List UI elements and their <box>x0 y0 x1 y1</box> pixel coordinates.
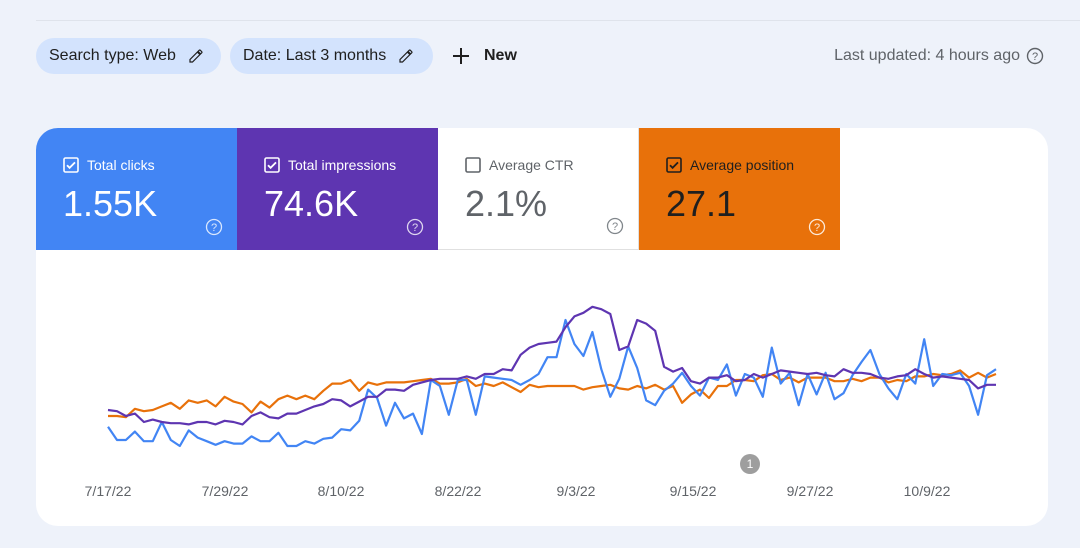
svg-text:?: ? <box>814 222 820 234</box>
x-axis-labels: 7/17/22 7/29/22 8/10/22 8/22/22 9/3/22 9/15/2… <box>36 483 1048 503</box>
metric-value: 74.6K <box>264 183 359 224</box>
last-updated-text: Last updated: 4 hours ago <box>834 47 1020 64</box>
svg-text:?: ? <box>412 222 418 234</box>
new-filter-label: New <box>484 47 517 64</box>
date-range-filter-chip[interactable]: Date: Last 3 months <box>230 38 433 74</box>
pencil-icon <box>399 49 413 63</box>
metric-total-clicks[interactable]: Total clicks 1.55K ? <box>36 128 237 250</box>
metric-label: Total clicks <box>87 157 155 173</box>
x-tick-label: 7/17/22 <box>84 483 132 499</box>
performance-chart <box>36 250 1048 526</box>
metric-value: 27.1 <box>666 183 737 224</box>
checkbox-checked-icon[interactable] <box>264 157 280 173</box>
search-type-filter-chip[interactable]: Search type: Web <box>36 38 221 74</box>
line-chart <box>107 305 997 448</box>
series-line-average-position <box>108 369 997 419</box>
help-icon[interactable]: ? <box>808 218 826 236</box>
checkbox-unchecked-icon[interactable] <box>465 157 481 173</box>
checkbox-checked-icon[interactable] <box>63 157 79 173</box>
x-tick-label: 7/29/22 <box>201 483 249 499</box>
metric-label: Average position <box>690 157 795 173</box>
metric-value: 1.55K <box>63 183 158 224</box>
top-divider <box>36 20 1080 21</box>
help-icon[interactable]: ? <box>1026 47 1044 65</box>
chart-annotation-marker[interactable]: 1 <box>740 454 760 474</box>
plus-icon <box>453 48 469 64</box>
help-icon[interactable]: ? <box>606 217 624 235</box>
metric-average-ctr[interactable]: Average CTR 2.1% ? <box>438 128 639 250</box>
checkbox-checked-icon[interactable] <box>666 157 682 173</box>
svg-text:?: ? <box>211 222 217 234</box>
metric-label: Average CTR <box>489 157 574 173</box>
x-tick-label: 8/10/22 <box>317 483 365 499</box>
x-tick-label: 10/9/22 <box>903 483 951 499</box>
x-tick-label: 9/15/22 <box>669 483 717 499</box>
svg-text:?: ? <box>1032 51 1038 63</box>
help-icon[interactable]: ? <box>205 218 223 236</box>
metric-value: 2.1% <box>465 183 548 224</box>
metric-total-impressions[interactable]: Total impressions 74.6K ? <box>237 128 438 250</box>
x-tick-label: 9/3/22 <box>556 483 596 499</box>
toolbar: Search type: Web Date: Last 3 months New… <box>36 38 1044 76</box>
metric-label: Total impressions <box>288 157 397 173</box>
svg-text:?: ? <box>612 221 618 233</box>
date-range-label: Date: Last 3 months <box>243 47 387 64</box>
new-filter-button[interactable]: New <box>452 38 517 74</box>
help-icon[interactable]: ? <box>406 218 424 236</box>
x-tick-label: 9/27/22 <box>786 483 834 499</box>
series-line-total-clicks <box>107 318 997 448</box>
performance-card: Total clicks 1.55K ? Total impressions 7… <box>36 128 1048 526</box>
last-updated-status: Last updated: 4 hours ago ? <box>834 38 1044 74</box>
series-line-total-impressions <box>107 305 996 426</box>
x-tick-label: 8/22/22 <box>434 483 482 499</box>
pencil-icon <box>189 49 203 63</box>
search-type-label: Search type: Web <box>49 47 176 64</box>
metric-average-position[interactable]: Average position 27.1 ? <box>639 128 840 250</box>
